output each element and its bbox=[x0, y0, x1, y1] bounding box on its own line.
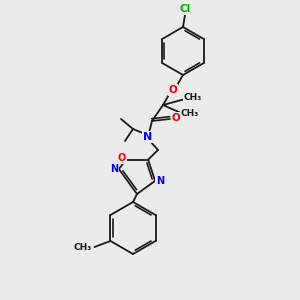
Text: N: N bbox=[156, 176, 164, 186]
Text: CH₃: CH₃ bbox=[181, 109, 199, 118]
Text: O: O bbox=[169, 85, 177, 95]
Text: N: N bbox=[143, 132, 153, 142]
Text: Cl: Cl bbox=[179, 4, 191, 14]
Text: N: N bbox=[110, 164, 118, 174]
Text: CH₃: CH₃ bbox=[74, 242, 92, 251]
Text: O: O bbox=[172, 113, 180, 123]
Text: O: O bbox=[118, 153, 126, 163]
Text: CH₃: CH₃ bbox=[184, 94, 202, 103]
